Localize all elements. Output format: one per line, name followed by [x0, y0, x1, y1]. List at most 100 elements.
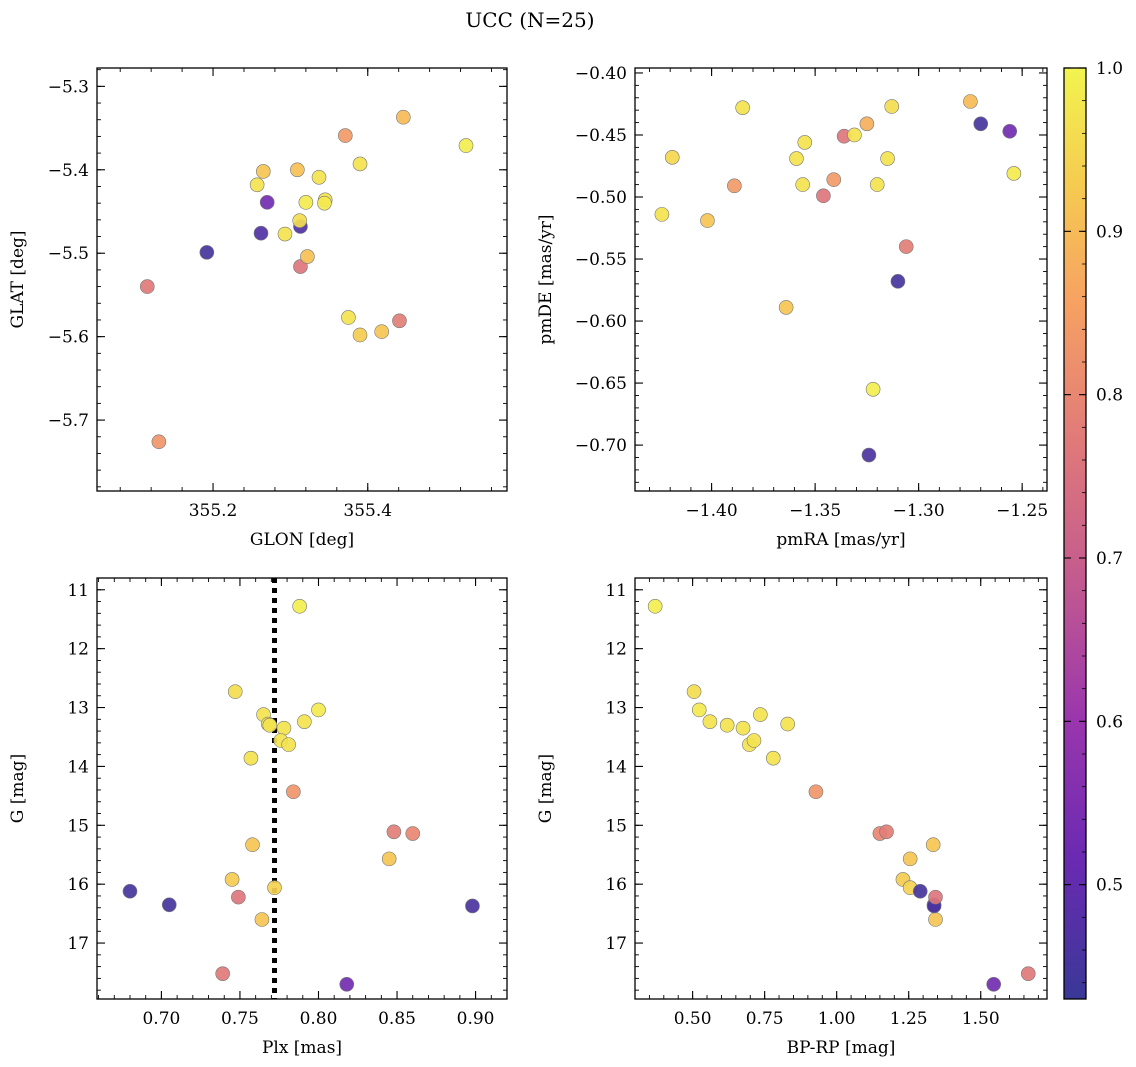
x-tick-label: −1.25 [996, 501, 1048, 521]
scatter-point [458, 138, 474, 153]
colorbar-tick-label: 0.8 [1096, 386, 1123, 406]
scatter-point [405, 826, 421, 841]
scatter-point [861, 447, 877, 463]
scatter-point [884, 99, 900, 114]
colorbar-tick-label: 0.6 [1096, 712, 1123, 732]
scatter-point [902, 851, 918, 867]
y-tick-label: −0.45 [575, 126, 627, 146]
scatter-point [1002, 123, 1018, 139]
scatter-point [259, 195, 275, 210]
scatter-point [898, 239, 914, 254]
panel-pmra-pmde: −1.40 −1.35 −1.30 −1.25 −0.70 −0.65 −0.60 −0.55… [536, 64, 1048, 550]
panel-glon-glat: 355.2 355.4 −5.7 −5.6 −5.5 −5.4 −5.3 GLON [deg]… [8, 67, 508, 550]
x-tick-label: 0.80 [300, 1009, 338, 1029]
scatter-point [298, 195, 314, 210]
scatter-point [249, 177, 265, 193]
scatter-point [256, 164, 271, 179]
scatter-point [465, 898, 480, 914]
scatter-point [227, 684, 243, 699]
axes-frame [96, 577, 508, 1000]
x-tick-label: −1.30 [893, 501, 945, 521]
panel-plx-g: 0.70 0.75 0.80 0.85 0.90 11 12 13 14 15 16 17 Plx [m… [8, 577, 508, 1058]
scatter-point [765, 750, 781, 766]
scatter-point [151, 434, 167, 450]
y-tick-label: −5.7 [48, 411, 89, 431]
axes-frame [96, 67, 508, 492]
scatter-point [963, 94, 978, 109]
scatter-point [826, 172, 842, 187]
x-tick-label: 1.50 [962, 1009, 1000, 1029]
scatter-point [912, 883, 928, 899]
scatter-point [381, 851, 397, 867]
y-tick-label: 17 [605, 934, 627, 954]
colorbar-gradient [1063, 67, 1087, 1000]
scatter-point [928, 889, 943, 905]
x-tick-label: 0.90 [457, 1009, 495, 1029]
colorbar: 0.5 0.6 0.7 0.8 0.9 1.0 [1063, 59, 1123, 1000]
scatter-point [880, 151, 895, 166]
scatter-point [352, 327, 368, 343]
colorbar-tick-label: 0.9 [1096, 222, 1123, 242]
x-tick-label: 355.2 [189, 501, 238, 521]
y-axis-label: G [mag] [536, 754, 556, 823]
scatter-point [231, 889, 246, 905]
scatter-point [778, 300, 794, 315]
scatter-point [890, 274, 906, 289]
figure-title: UCC (N=25) [465, 8, 594, 32]
scatter-point [1020, 966, 1036, 981]
y-tick-label: 13 [605, 699, 627, 719]
y-tick-label: 11 [67, 581, 89, 601]
scatter-point [789, 151, 804, 166]
scatter-point [341, 310, 356, 325]
scatter-point [859, 116, 875, 132]
scatter-point [719, 717, 735, 733]
scatter-point [286, 784, 301, 800]
x-tick-label: 0.85 [378, 1009, 416, 1029]
scatter-point [281, 737, 296, 752]
scatter-point [808, 784, 824, 800]
scatter-point [245, 837, 260, 853]
y-tick-label: 12 [67, 640, 89, 660]
y-tick-label: −5.3 [48, 77, 89, 97]
scatter-point [215, 966, 230, 981]
y-tick-label: 16 [67, 875, 89, 895]
scatter-point [654, 207, 670, 222]
x-axis-label: BP-RP [mag] [787, 1038, 896, 1058]
scatter-point [253, 225, 269, 241]
x-tick-label: 355.4 [343, 501, 392, 521]
x-tick-label: −1.35 [789, 501, 841, 521]
axes-frame [634, 67, 1048, 492]
scatter-point [374, 324, 389, 339]
scatter-point [300, 249, 315, 264]
scatter-point [847, 127, 862, 143]
colorbar-tick-label: 0.7 [1096, 549, 1123, 569]
scatter-point [735, 100, 750, 115]
scatter-point [869, 177, 885, 192]
y-tick-label: −0.60 [575, 312, 627, 332]
y-tick-label: 11 [605, 581, 627, 601]
scatter-point [311, 702, 326, 718]
colorbar-tick-label: 0.5 [1096, 876, 1123, 896]
x-tick-label: 1.25 [890, 1009, 928, 1029]
scatter-point [338, 128, 353, 143]
y-tick-label: 16 [605, 875, 627, 895]
scatter-point [262, 717, 278, 733]
x-tick-label: 0.75 [221, 1009, 259, 1029]
x-tick-label: 0.75 [746, 1009, 784, 1029]
scatter-point [879, 824, 894, 840]
y-tick-label: −5.5 [48, 244, 89, 264]
y-tick-label: −5.4 [48, 161, 89, 181]
scatter-point [297, 714, 312, 729]
scatter-point [292, 598, 307, 614]
scatter-point [352, 156, 368, 172]
scatter-point [780, 716, 795, 732]
scatter-point [161, 897, 177, 913]
scatter-point [199, 245, 215, 260]
scatter-point [317, 195, 332, 211]
scatter-point [664, 150, 680, 165]
scatter-point [293, 259, 308, 274]
y-tick-label: 15 [67, 816, 89, 836]
y-axis-label: pmDE [mas/yr] [536, 214, 556, 344]
scatter-point [727, 178, 742, 194]
